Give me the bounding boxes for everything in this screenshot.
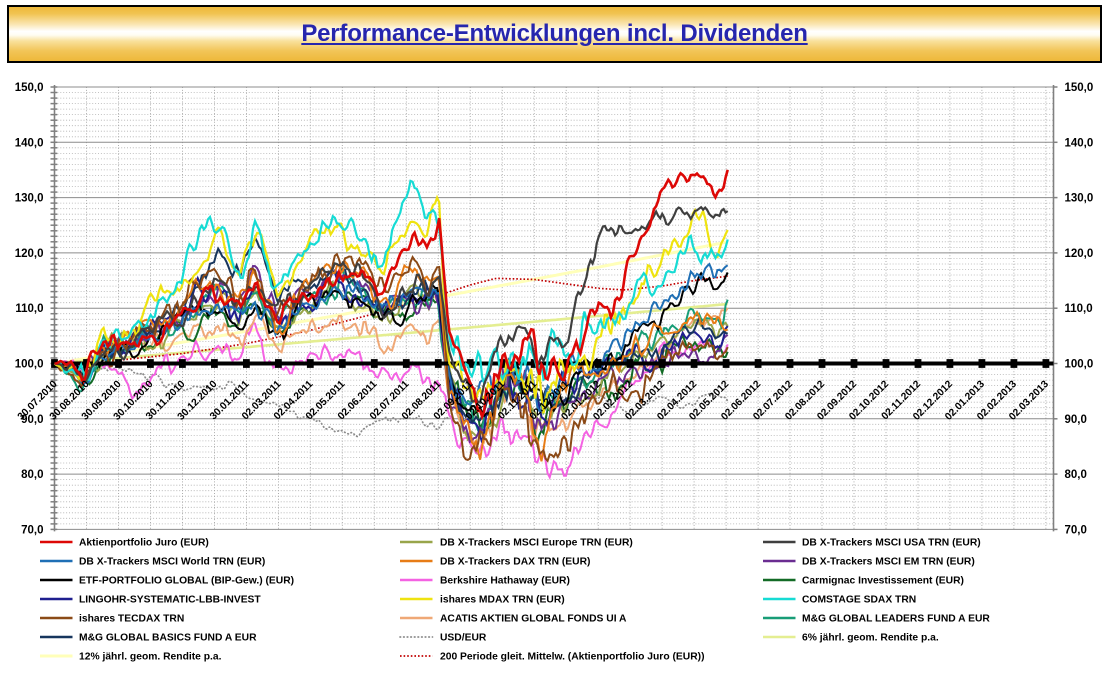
svg-text:ishares MDAX TRN (EUR): ishares MDAX TRN (EUR) bbox=[440, 595, 565, 606]
svg-text:110,0: 110,0 bbox=[1065, 303, 1093, 315]
svg-text:M&G GLOBAL LEADERS FUND A EUR: M&G GLOBAL LEADERS FUND A EUR bbox=[802, 614, 990, 625]
svg-text:ishares TECDAX TRN: ishares TECDAX TRN bbox=[79, 614, 184, 625]
svg-text:DB X-Trackers MSCI EM TRN (EU: DB X-Trackers MSCI EM TRN (EUR) bbox=[802, 557, 975, 568]
svg-text:150,0: 150,0 bbox=[1065, 82, 1094, 94]
svg-text:70,0: 70,0 bbox=[21, 524, 43, 536]
svg-text:DB X-Trackers MSCI Europe TRN: DB X-Trackers MSCI Europe TRN (EUR) bbox=[440, 538, 633, 549]
svg-text:140,0: 140,0 bbox=[15, 137, 44, 149]
svg-text:Carmignac Investissement (EUR): Carmignac Investissement (EUR) bbox=[802, 576, 964, 587]
svg-text:12% jährl. geom. Rendite p.a.: 12% jährl. geom. Rendite p.a. bbox=[79, 652, 222, 663]
svg-text:130,0: 130,0 bbox=[15, 193, 44, 205]
svg-text:110,0: 110,0 bbox=[15, 303, 43, 315]
svg-text:90,0: 90,0 bbox=[21, 414, 43, 426]
svg-text:LINGOHR-SYSTEMATIC-LBB-INVEST: LINGOHR-SYSTEMATIC-LBB-INVEST bbox=[79, 595, 261, 606]
svg-text:100,0: 100,0 bbox=[15, 359, 44, 371]
svg-text:6% jährl. geom. Rendite p.a.: 6% jährl. geom. Rendite p.a. bbox=[802, 633, 939, 644]
svg-text:DB X-Trackers DAX TRN (EUR): DB X-Trackers DAX TRN (EUR) bbox=[440, 557, 590, 568]
svg-text:DB X-Trackers MSCI USA TRN (EU: DB X-Trackers MSCI USA TRN (EUR) bbox=[802, 538, 981, 549]
svg-text:80,0: 80,0 bbox=[21, 469, 43, 481]
svg-text:140,0: 140,0 bbox=[1065, 137, 1094, 149]
svg-text:DB X-Trackers MSCI World TRN (: DB X-Trackers MSCI World TRN (EUR) bbox=[79, 557, 265, 568]
svg-text:100,0: 100,0 bbox=[1065, 359, 1094, 371]
svg-text:70,0: 70,0 bbox=[1065, 524, 1087, 536]
svg-text:130,0: 130,0 bbox=[1065, 193, 1094, 205]
svg-text:80,0: 80,0 bbox=[1065, 469, 1087, 481]
svg-text:200 Periode gleit. Mittelw. (A: 200 Periode gleit. Mittelw. (Aktienportf… bbox=[440, 652, 705, 663]
svg-text:USD/EUR: USD/EUR bbox=[440, 633, 487, 644]
svg-text:120,0: 120,0 bbox=[1065, 248, 1094, 260]
svg-text:M&G GLOBAL BASICS FUND A EUR: M&G GLOBAL BASICS FUND A EUR bbox=[79, 633, 257, 644]
svg-text:ACATIS AKTIEN GLOBAL FONDS UI: ACATIS AKTIEN GLOBAL FONDS UI A bbox=[440, 614, 627, 625]
svg-text:COMSTAGE SDAX TRN: COMSTAGE SDAX TRN bbox=[802, 595, 916, 606]
svg-text:Berkshire Hathaway (EUR): Berkshire Hathaway (EUR) bbox=[440, 576, 570, 587]
svg-text:90,0: 90,0 bbox=[1065, 414, 1087, 426]
svg-text:ETF-PORTFOLIO GLOBAL (BIP-Gew.: ETF-PORTFOLIO GLOBAL (BIP-Gew.) (EUR) bbox=[79, 576, 294, 587]
svg-text:150,0: 150,0 bbox=[15, 82, 44, 94]
svg-text:Aktienportfolio Juro (EUR): Aktienportfolio Juro (EUR) bbox=[79, 538, 209, 549]
svg-text:120,0: 120,0 bbox=[15, 248, 44, 260]
